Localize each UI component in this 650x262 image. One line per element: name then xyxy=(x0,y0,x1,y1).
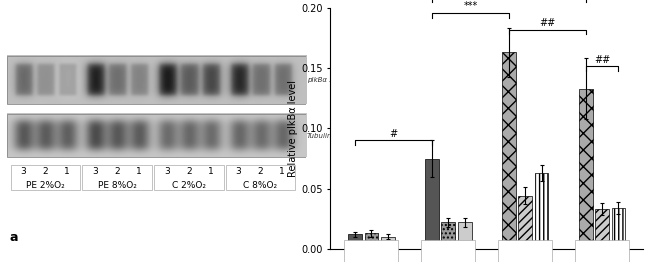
Text: 1: 1 xyxy=(64,167,70,176)
Text: 1: 1 xyxy=(280,167,285,176)
Text: 3: 3 xyxy=(236,167,242,176)
Bar xyxy=(6,56,306,104)
Bar xyxy=(535,173,549,249)
Bar xyxy=(441,222,455,249)
Text: PE 2%O₂: PE 2%O₂ xyxy=(26,181,65,189)
Text: 2: 2 xyxy=(114,167,120,176)
Text: C 2%O₂: C 2%O₂ xyxy=(172,181,206,189)
Text: Tubulin: Tubulin xyxy=(307,133,333,139)
Bar xyxy=(6,114,306,157)
FancyBboxPatch shape xyxy=(226,165,295,190)
Text: 2: 2 xyxy=(43,167,48,176)
Bar xyxy=(425,159,439,249)
Text: PE 8%O₂: PE 8%O₂ xyxy=(98,181,136,189)
Bar xyxy=(365,233,378,249)
Bar xyxy=(595,209,609,249)
FancyBboxPatch shape xyxy=(344,241,398,262)
Text: ##: ## xyxy=(540,18,556,28)
Bar xyxy=(518,196,532,249)
Text: 3: 3 xyxy=(92,167,98,176)
Y-axis label: Relative pIkBα level: Relative pIkBα level xyxy=(288,80,298,177)
Text: 3: 3 xyxy=(21,167,27,176)
Text: 1: 1 xyxy=(136,167,142,176)
Bar xyxy=(348,234,362,249)
Bar xyxy=(381,237,395,249)
Text: ***: *** xyxy=(463,2,478,12)
Text: 3: 3 xyxy=(164,167,170,176)
FancyBboxPatch shape xyxy=(421,241,475,262)
FancyBboxPatch shape xyxy=(154,165,224,190)
Text: pIkBα Ser32/36: pIkBα Ser32/36 xyxy=(307,77,361,83)
Text: ##: ## xyxy=(594,54,610,64)
Text: a: a xyxy=(10,231,18,244)
Bar xyxy=(458,222,471,249)
Text: 1: 1 xyxy=(208,167,213,176)
Bar xyxy=(502,52,516,249)
FancyBboxPatch shape xyxy=(498,241,552,262)
FancyBboxPatch shape xyxy=(10,165,81,190)
Bar xyxy=(579,89,593,249)
FancyBboxPatch shape xyxy=(575,241,629,262)
Text: 2: 2 xyxy=(186,167,192,176)
Text: 2: 2 xyxy=(257,167,263,176)
Text: #: # xyxy=(389,129,398,139)
FancyBboxPatch shape xyxy=(82,165,152,190)
Bar xyxy=(612,208,625,249)
Text: C 8%O₂: C 8%O₂ xyxy=(243,181,278,189)
